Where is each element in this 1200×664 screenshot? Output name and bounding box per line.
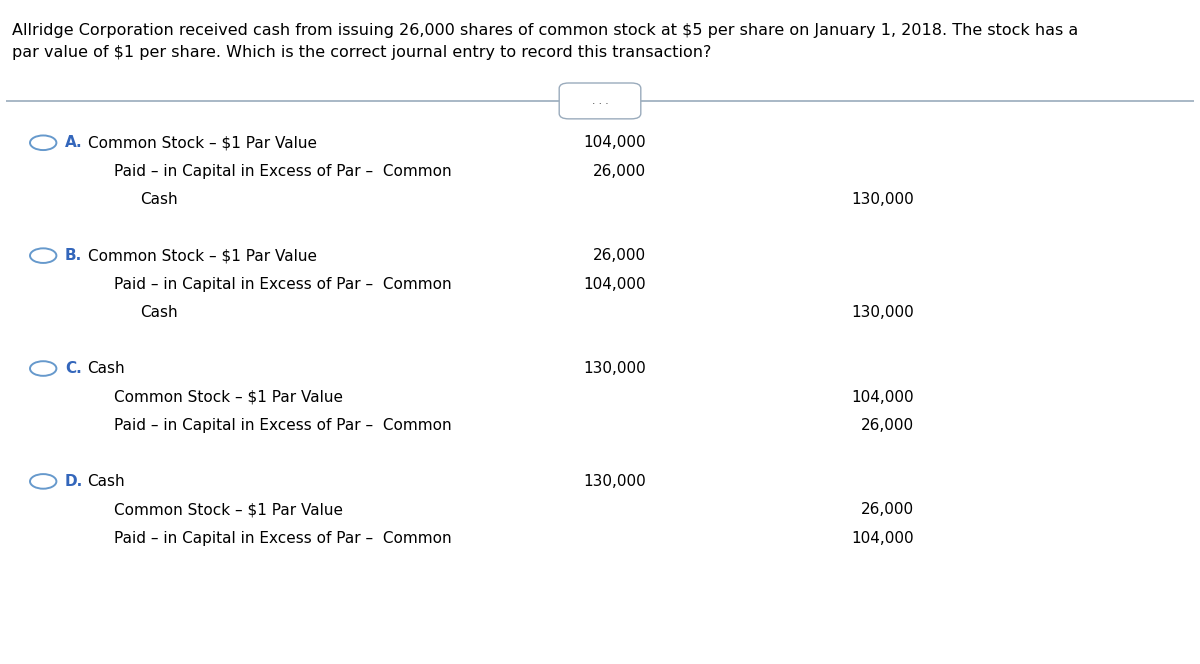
Text: Paid – in Capital in Excess of Par –  Common: Paid – in Capital in Excess of Par – Com… [114, 531, 451, 546]
Text: 104,000: 104,000 [583, 135, 646, 150]
Text: 26,000: 26,000 [862, 418, 914, 433]
Text: 104,000: 104,000 [852, 531, 914, 546]
Text: Common Stock – $1 Par Value: Common Stock – $1 Par Value [114, 390, 343, 404]
Text: Paid – in Capital in Excess of Par –  Common: Paid – in Capital in Excess of Par – Com… [114, 418, 451, 433]
Text: 26,000: 26,000 [593, 248, 646, 263]
Text: C.: C. [65, 361, 82, 376]
Text: Cash: Cash [140, 305, 178, 320]
Text: D.: D. [65, 474, 83, 489]
Text: B.: B. [65, 248, 82, 263]
Text: 26,000: 26,000 [862, 503, 914, 517]
Text: Paid – in Capital in Excess of Par –  Common: Paid – in Capital in Excess of Par – Com… [114, 164, 451, 179]
Text: 130,000: 130,000 [852, 193, 914, 207]
Text: Cash: Cash [88, 474, 125, 489]
Text: Common Stock – $1 Par Value: Common Stock – $1 Par Value [114, 503, 343, 517]
Text: Common Stock – $1 Par Value: Common Stock – $1 Par Value [88, 135, 317, 150]
Text: Cash: Cash [88, 361, 125, 376]
FancyBboxPatch shape [559, 83, 641, 119]
Text: 104,000: 104,000 [583, 277, 646, 291]
Text: 130,000: 130,000 [583, 361, 646, 376]
Text: 104,000: 104,000 [852, 390, 914, 404]
Text: Common Stock – $1 Par Value: Common Stock – $1 Par Value [88, 248, 317, 263]
Text: 26,000: 26,000 [593, 164, 646, 179]
Text: A.: A. [65, 135, 83, 150]
Text: Cash: Cash [140, 193, 178, 207]
Text: 130,000: 130,000 [852, 305, 914, 320]
Text: 130,000: 130,000 [583, 474, 646, 489]
Text: Allridge Corporation received cash from issuing 26,000 shares of common stock at: Allridge Corporation received cash from … [12, 23, 1079, 60]
Text: Paid – in Capital in Excess of Par –  Common: Paid – in Capital in Excess of Par – Com… [114, 277, 451, 291]
Text: . . .: . . . [592, 96, 608, 106]
